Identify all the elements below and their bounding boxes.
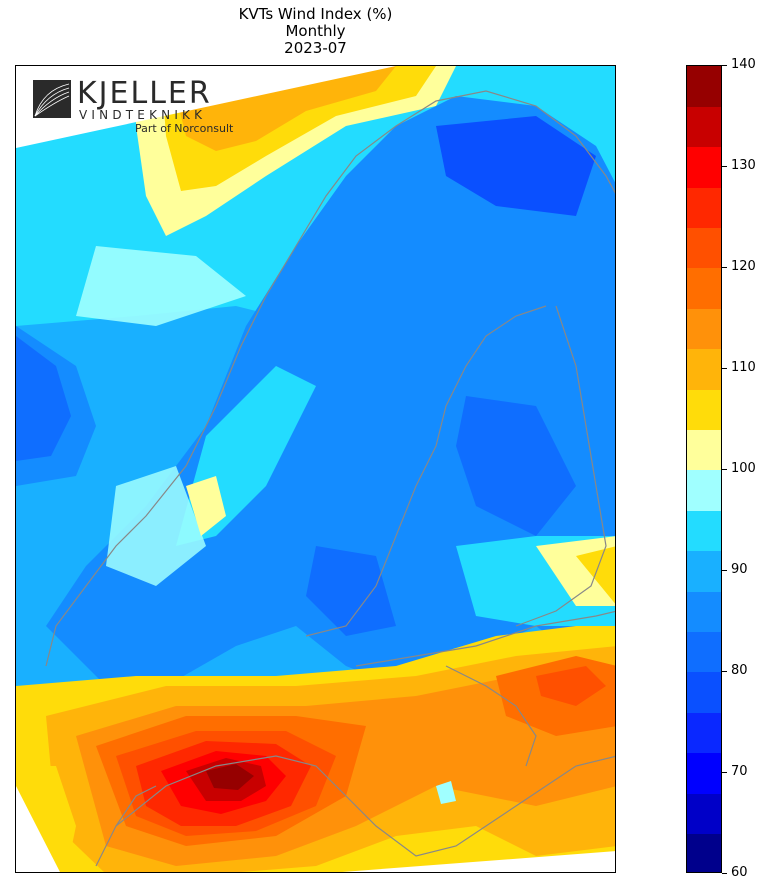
colorbar-tick-label: 100 bbox=[731, 461, 756, 476]
kjeller-logo: KJELLER VINDTEKNIKK Part of Norconsult bbox=[33, 76, 263, 140]
zone-inland-yellow-1 bbox=[186, 476, 226, 536]
zone-inland-light-2 bbox=[106, 466, 206, 586]
zone-interior-dark-2 bbox=[456, 396, 576, 536]
logo-subname: VINDTEKNIKK bbox=[79, 108, 207, 122]
colorbar-segment bbox=[687, 308, 721, 350]
colorbar-tick-label: 120 bbox=[731, 259, 756, 274]
logo-name: KJELLER bbox=[77, 76, 212, 111]
chart-title: KVTs Wind Index (%) Monthly 2023-07 bbox=[15, 6, 616, 57]
colorbar-segment bbox=[687, 227, 721, 269]
colorbar-segment bbox=[687, 187, 721, 229]
title-line-3: 2023-07 bbox=[284, 39, 347, 57]
outside-domain-bottom-right bbox=[342, 851, 615, 872]
colorbar-segment bbox=[687, 268, 721, 309]
coastline-gulf-finland bbox=[355, 610, 615, 667]
colorbar-tick-label: 110 bbox=[731, 360, 756, 375]
zone-west-deeper-blue bbox=[16, 336, 71, 461]
colorbar-tick bbox=[722, 570, 727, 571]
colorbar-segment bbox=[687, 672, 721, 713]
logo-tagline: Part of Norconsult bbox=[135, 122, 234, 135]
colorbar-segment bbox=[687, 66, 721, 107]
outside-domain-bottom-left bbox=[16, 786, 60, 872]
title-line-2: Monthly bbox=[285, 22, 346, 40]
colorbar-tick-label: 140 bbox=[731, 57, 756, 72]
colorbar-segment bbox=[687, 470, 721, 511]
colorbar-segment bbox=[687, 146, 721, 188]
map-panel: KJELLER VINDTEKNIKK Part of Norconsult bbox=[15, 65, 616, 873]
colorbar-tick bbox=[722, 65, 727, 66]
colorbar-tick bbox=[722, 469, 727, 470]
coastline-estonia bbox=[445, 665, 537, 767]
zone-spot-cyan-1 bbox=[436, 781, 456, 804]
colorbar bbox=[686, 65, 722, 873]
colorbar-tick-label: 70 bbox=[731, 764, 748, 779]
colorbar-segment bbox=[687, 793, 721, 835]
colorbar-segment bbox=[687, 591, 721, 633]
wind-index-map bbox=[16, 66, 615, 872]
coastline-finland bbox=[515, 305, 607, 627]
colorbar-tick bbox=[722, 671, 727, 672]
colorbar-segment bbox=[687, 429, 721, 471]
zone-interior-dark-1 bbox=[436, 116, 596, 216]
zone-shelf-light-cyan bbox=[76, 246, 246, 326]
colorbar-segment bbox=[687, 631, 721, 673]
colorbar-tick-label: 90 bbox=[731, 562, 748, 577]
colorbar-tick bbox=[722, 267, 727, 268]
colorbar-segment bbox=[687, 712, 721, 754]
zone-south-maroon bbox=[206, 764, 254, 790]
kjeller-logo-mark bbox=[33, 80, 71, 118]
zone-interior-dark-3 bbox=[306, 546, 396, 636]
colorbar-segment bbox=[687, 752, 721, 794]
coastline-norway bbox=[45, 90, 615, 667]
colorbar-segment bbox=[687, 106, 721, 148]
colorbar-tick bbox=[722, 873, 727, 874]
coastline-baltic-south bbox=[115, 755, 615, 857]
colorbar-tick-label: 80 bbox=[731, 663, 748, 678]
colorbar-segment bbox=[687, 389, 721, 431]
coastline-sweden-east bbox=[305, 305, 547, 637]
colorbar-segment bbox=[687, 833, 721, 872]
colorbar-tick bbox=[722, 166, 727, 167]
colorbar-tick-label: 60 bbox=[731, 865, 748, 880]
coastline-denmark bbox=[95, 785, 157, 867]
outside-domain-top-left bbox=[16, 66, 396, 148]
colorbar-tick bbox=[722, 772, 727, 773]
zone-baltic-red bbox=[536, 666, 606, 706]
colorbar-segment bbox=[687, 510, 721, 552]
title-line-1: KVTs Wind Index (%) bbox=[238, 5, 393, 23]
colorbar-tick-label: 130 bbox=[731, 158, 756, 173]
colorbar-tick bbox=[722, 368, 727, 369]
colorbar-segment bbox=[687, 550, 721, 592]
colorbar-segment bbox=[687, 348, 721, 390]
